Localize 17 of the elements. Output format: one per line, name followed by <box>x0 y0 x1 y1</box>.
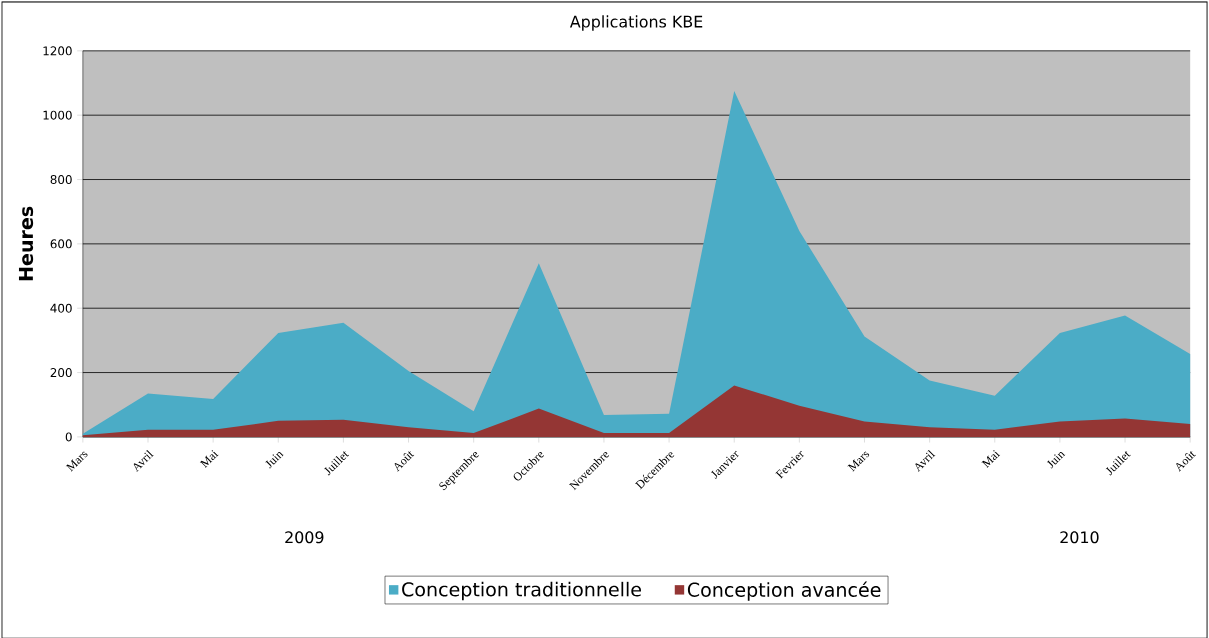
y-tick-label: 0 <box>65 432 72 442</box>
legend-label: Conception traditionnelle <box>402 581 641 601</box>
x-tick-label: Juin <box>265 451 284 469</box>
y-tick-label: 400 <box>50 303 72 313</box>
x-tick-label: Juin <box>1046 451 1066 469</box>
legend-label: Conception avancée <box>687 581 881 601</box>
text: 2010 <box>1060 531 1099 544</box>
chart-title: Applications KBE <box>569 15 703 31</box>
x-tick-label: Mai <box>199 450 219 468</box>
y-tick-label: 200 <box>50 367 72 377</box>
text: 2009 <box>285 531 324 544</box>
y-axis-title: Heures <box>18 206 34 280</box>
y-tick-label: 600 <box>50 239 72 249</box>
y-tick-label: 1200 <box>43 46 72 56</box>
y-tick-label: 1000 <box>43 110 72 120</box>
x-tick-label: Mai <box>981 450 1001 468</box>
y-tick-label: 800 <box>50 174 72 184</box>
